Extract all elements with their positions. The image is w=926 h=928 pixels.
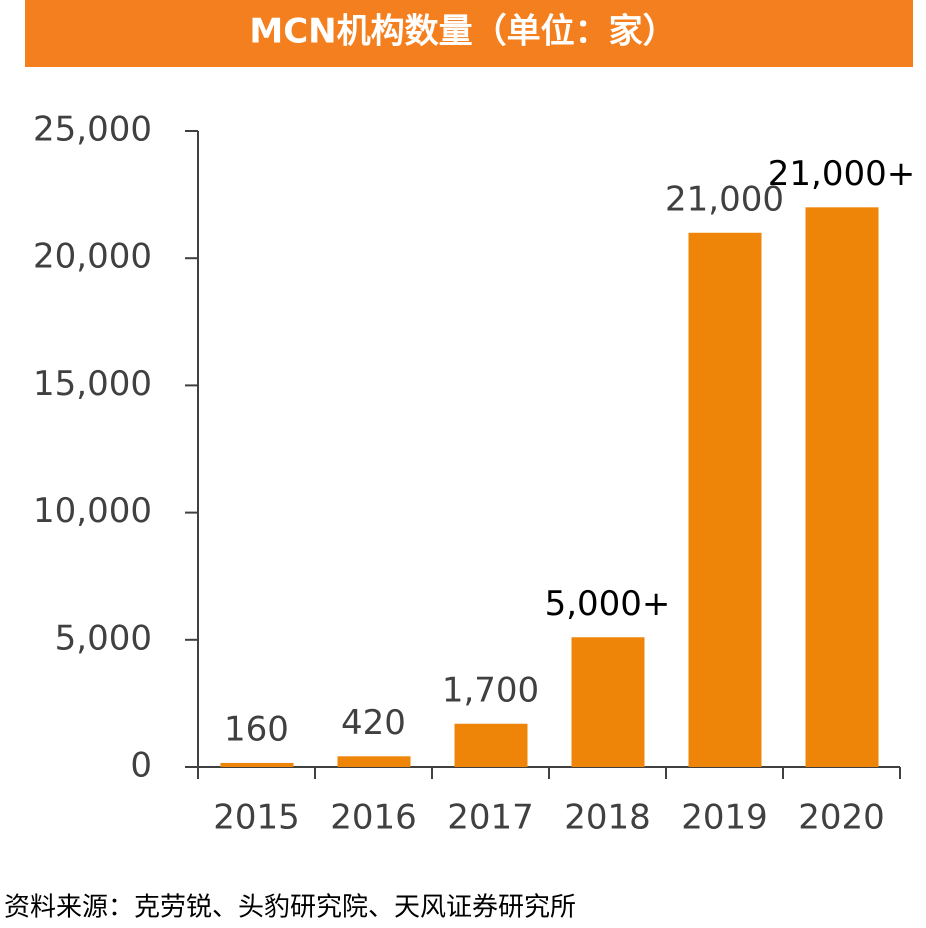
title-banner bbox=[25, 0, 913, 67]
source-note: 资料来源：克劳锐、头豹研究院、天风证券研究所 bbox=[4, 893, 576, 923]
x-tick-label: 2016 bbox=[330, 798, 417, 838]
y-tick-label: 20,000 bbox=[33, 237, 152, 277]
chart-title: MCN机构数量（单位：家） bbox=[249, 12, 676, 52]
bar bbox=[688, 232, 762, 767]
x-tick-label: 2018 bbox=[564, 798, 651, 838]
bar bbox=[805, 207, 879, 767]
x-tick-label: 2017 bbox=[447, 798, 534, 838]
value-label: 5,000+ bbox=[545, 584, 671, 624]
y-tick-label: 5,000 bbox=[55, 618, 152, 658]
bar bbox=[454, 723, 528, 767]
x-tick-label: 2015 bbox=[213, 798, 300, 838]
x-tick-label: 2020 bbox=[798, 798, 885, 838]
x-tick-label: 2019 bbox=[681, 798, 768, 838]
y-tick-label: 25,000 bbox=[33, 110, 152, 150]
y-tick-label: 10,000 bbox=[33, 491, 152, 531]
y-tick-label: 0 bbox=[130, 746, 152, 786]
value-label: 420 bbox=[341, 703, 406, 743]
bar bbox=[220, 762, 294, 767]
y-tick-label: 15,000 bbox=[33, 364, 152, 404]
bar bbox=[571, 637, 645, 767]
value-label: 21,000+ bbox=[768, 154, 915, 194]
value-label: 1,700 bbox=[442, 670, 539, 710]
value-label: 160 bbox=[224, 709, 289, 749]
value-label: 21,000 bbox=[665, 179, 784, 219]
bar bbox=[337, 756, 411, 767]
